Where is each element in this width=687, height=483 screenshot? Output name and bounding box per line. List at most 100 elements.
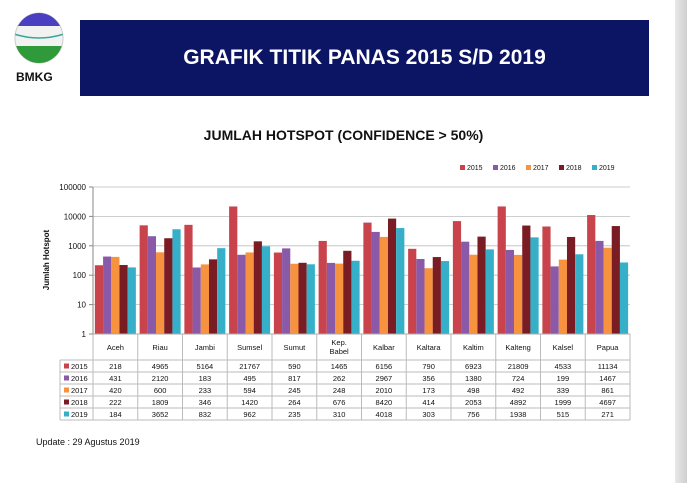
bar-2016-11 [595, 240, 604, 334]
page-title: GRAFIK TITIK PANAS 2015 S/D 2019 [80, 20, 649, 96]
table-cell: 1999 [555, 398, 572, 407]
bar-2017-4 [290, 263, 299, 334]
update-note: Update : 29 Agustus 2019 [36, 437, 140, 447]
table-cell: 861 [601, 386, 614, 395]
table-cell: 356 [422, 374, 435, 383]
table-cell: 199 [557, 374, 570, 383]
legend-label-2016: 2016 [500, 165, 516, 172]
legend-label-2018: 2018 [566, 165, 582, 172]
table-cell: 594 [243, 386, 256, 395]
bar-2018-11 [611, 226, 620, 334]
table-cell: 271 [601, 410, 614, 419]
y-tick-label: 1000 [68, 242, 86, 251]
table-cell: 817 [288, 374, 301, 383]
table-cell: 756 [467, 410, 480, 419]
table-swatch-2019 [64, 411, 69, 417]
logo-text: BMKG [16, 70, 53, 84]
x-category-label: Kalbar [373, 343, 395, 352]
bar-2017-0 [111, 256, 120, 334]
table-cell: 1467 [599, 374, 616, 383]
bar-2018-4 [298, 262, 307, 334]
bar-2016-1 [147, 236, 157, 334]
table-cell: 6923 [465, 362, 482, 371]
table-cell: 6156 [376, 362, 393, 371]
bar-2015-6 [363, 222, 372, 334]
table-cell: 676 [333, 398, 346, 407]
bar-2017-10 [558, 259, 567, 334]
bar-2018-2 [208, 259, 218, 334]
y-axis-label: Jumlah Hotspot [42, 229, 51, 290]
table-cell: 183 [199, 374, 212, 383]
bar-2019-5 [351, 260, 360, 334]
table-cell: 4533 [555, 362, 572, 371]
table-cell: 431 [109, 374, 122, 383]
table-cell: 4965 [152, 362, 169, 371]
table-cell: 173 [422, 386, 435, 395]
table-swatch-2018 [64, 399, 69, 405]
table-cell: 184 [109, 410, 122, 419]
table-cell: 1420 [241, 398, 258, 407]
table-cell: 262 [333, 374, 346, 383]
table-cell: 4697 [599, 398, 616, 407]
x-category-label: Babel [330, 347, 350, 356]
x-category-label: Riau [152, 343, 167, 352]
table-cell: 339 [557, 386, 570, 395]
bar-2016-2 [192, 267, 201, 334]
table-cell: 222 [109, 398, 122, 407]
table-series-label: 2015 [71, 362, 88, 371]
table-cell: 1465 [331, 362, 348, 371]
bar-2016-0 [103, 256, 112, 334]
bar-2016-9 [505, 249, 515, 334]
table-series-label: 2018 [71, 398, 88, 407]
table-cell: 600 [154, 386, 167, 395]
bar-2017-9 [514, 254, 523, 334]
x-category-label: Jambi [195, 343, 215, 352]
bar-2015-4 [273, 252, 283, 334]
x-category-label: Kaltim [463, 343, 484, 352]
y-tick-label: 10000 [64, 212, 87, 221]
table-cell: 498 [467, 386, 480, 395]
table-cell: 21767 [239, 362, 260, 371]
bar-2017-6 [379, 236, 388, 334]
bar-2015-9 [497, 206, 506, 334]
table-cell: 4892 [510, 398, 527, 407]
bar-2019-10 [575, 254, 584, 334]
table-cell: 303 [422, 410, 435, 419]
bar-2018-9 [522, 225, 531, 334]
bmkg-logo [14, 12, 64, 64]
x-category-label: Kalteng [505, 343, 530, 352]
bar-2016-8 [461, 241, 470, 334]
table-cell: 3652 [152, 410, 169, 419]
bar-2016-6 [371, 231, 380, 334]
legend-label-2015: 2015 [467, 165, 483, 172]
table-cell: 590 [288, 362, 301, 371]
x-category-label: Sumut [284, 343, 307, 352]
bar-2019-9 [530, 237, 539, 334]
x-category-label: Kep. [331, 338, 346, 347]
table-swatch-2015 [64, 363, 69, 369]
table-series-label: 2019 [71, 410, 88, 419]
table-cell: 2967 [376, 374, 393, 383]
table-cell: 414 [422, 398, 435, 407]
bar-2019-0 [127, 267, 136, 334]
bar-2019-2 [217, 248, 226, 334]
bar-2017-5 [335, 263, 344, 334]
table-series-label: 2016 [71, 374, 88, 383]
table-cell: 245 [288, 386, 301, 395]
bar-2015-0 [94, 265, 104, 334]
table-cell: 8420 [376, 398, 393, 407]
x-category-label: Sumsel [237, 343, 262, 352]
bar-2019-6 [396, 228, 405, 334]
legend-label-2019: 2019 [599, 165, 615, 172]
y-tick-label: 1 [82, 330, 87, 339]
bar-2015-10 [542, 226, 551, 334]
bar-2019-1 [172, 229, 181, 334]
legend-label-2017: 2017 [533, 165, 549, 172]
bar-2018-0 [119, 265, 128, 334]
table-cell: 310 [333, 410, 346, 419]
table-cell: 832 [199, 410, 212, 419]
table-swatch-2016 [64, 375, 69, 381]
table-series-label: 2017 [71, 386, 88, 395]
table-cell: 2053 [465, 398, 482, 407]
